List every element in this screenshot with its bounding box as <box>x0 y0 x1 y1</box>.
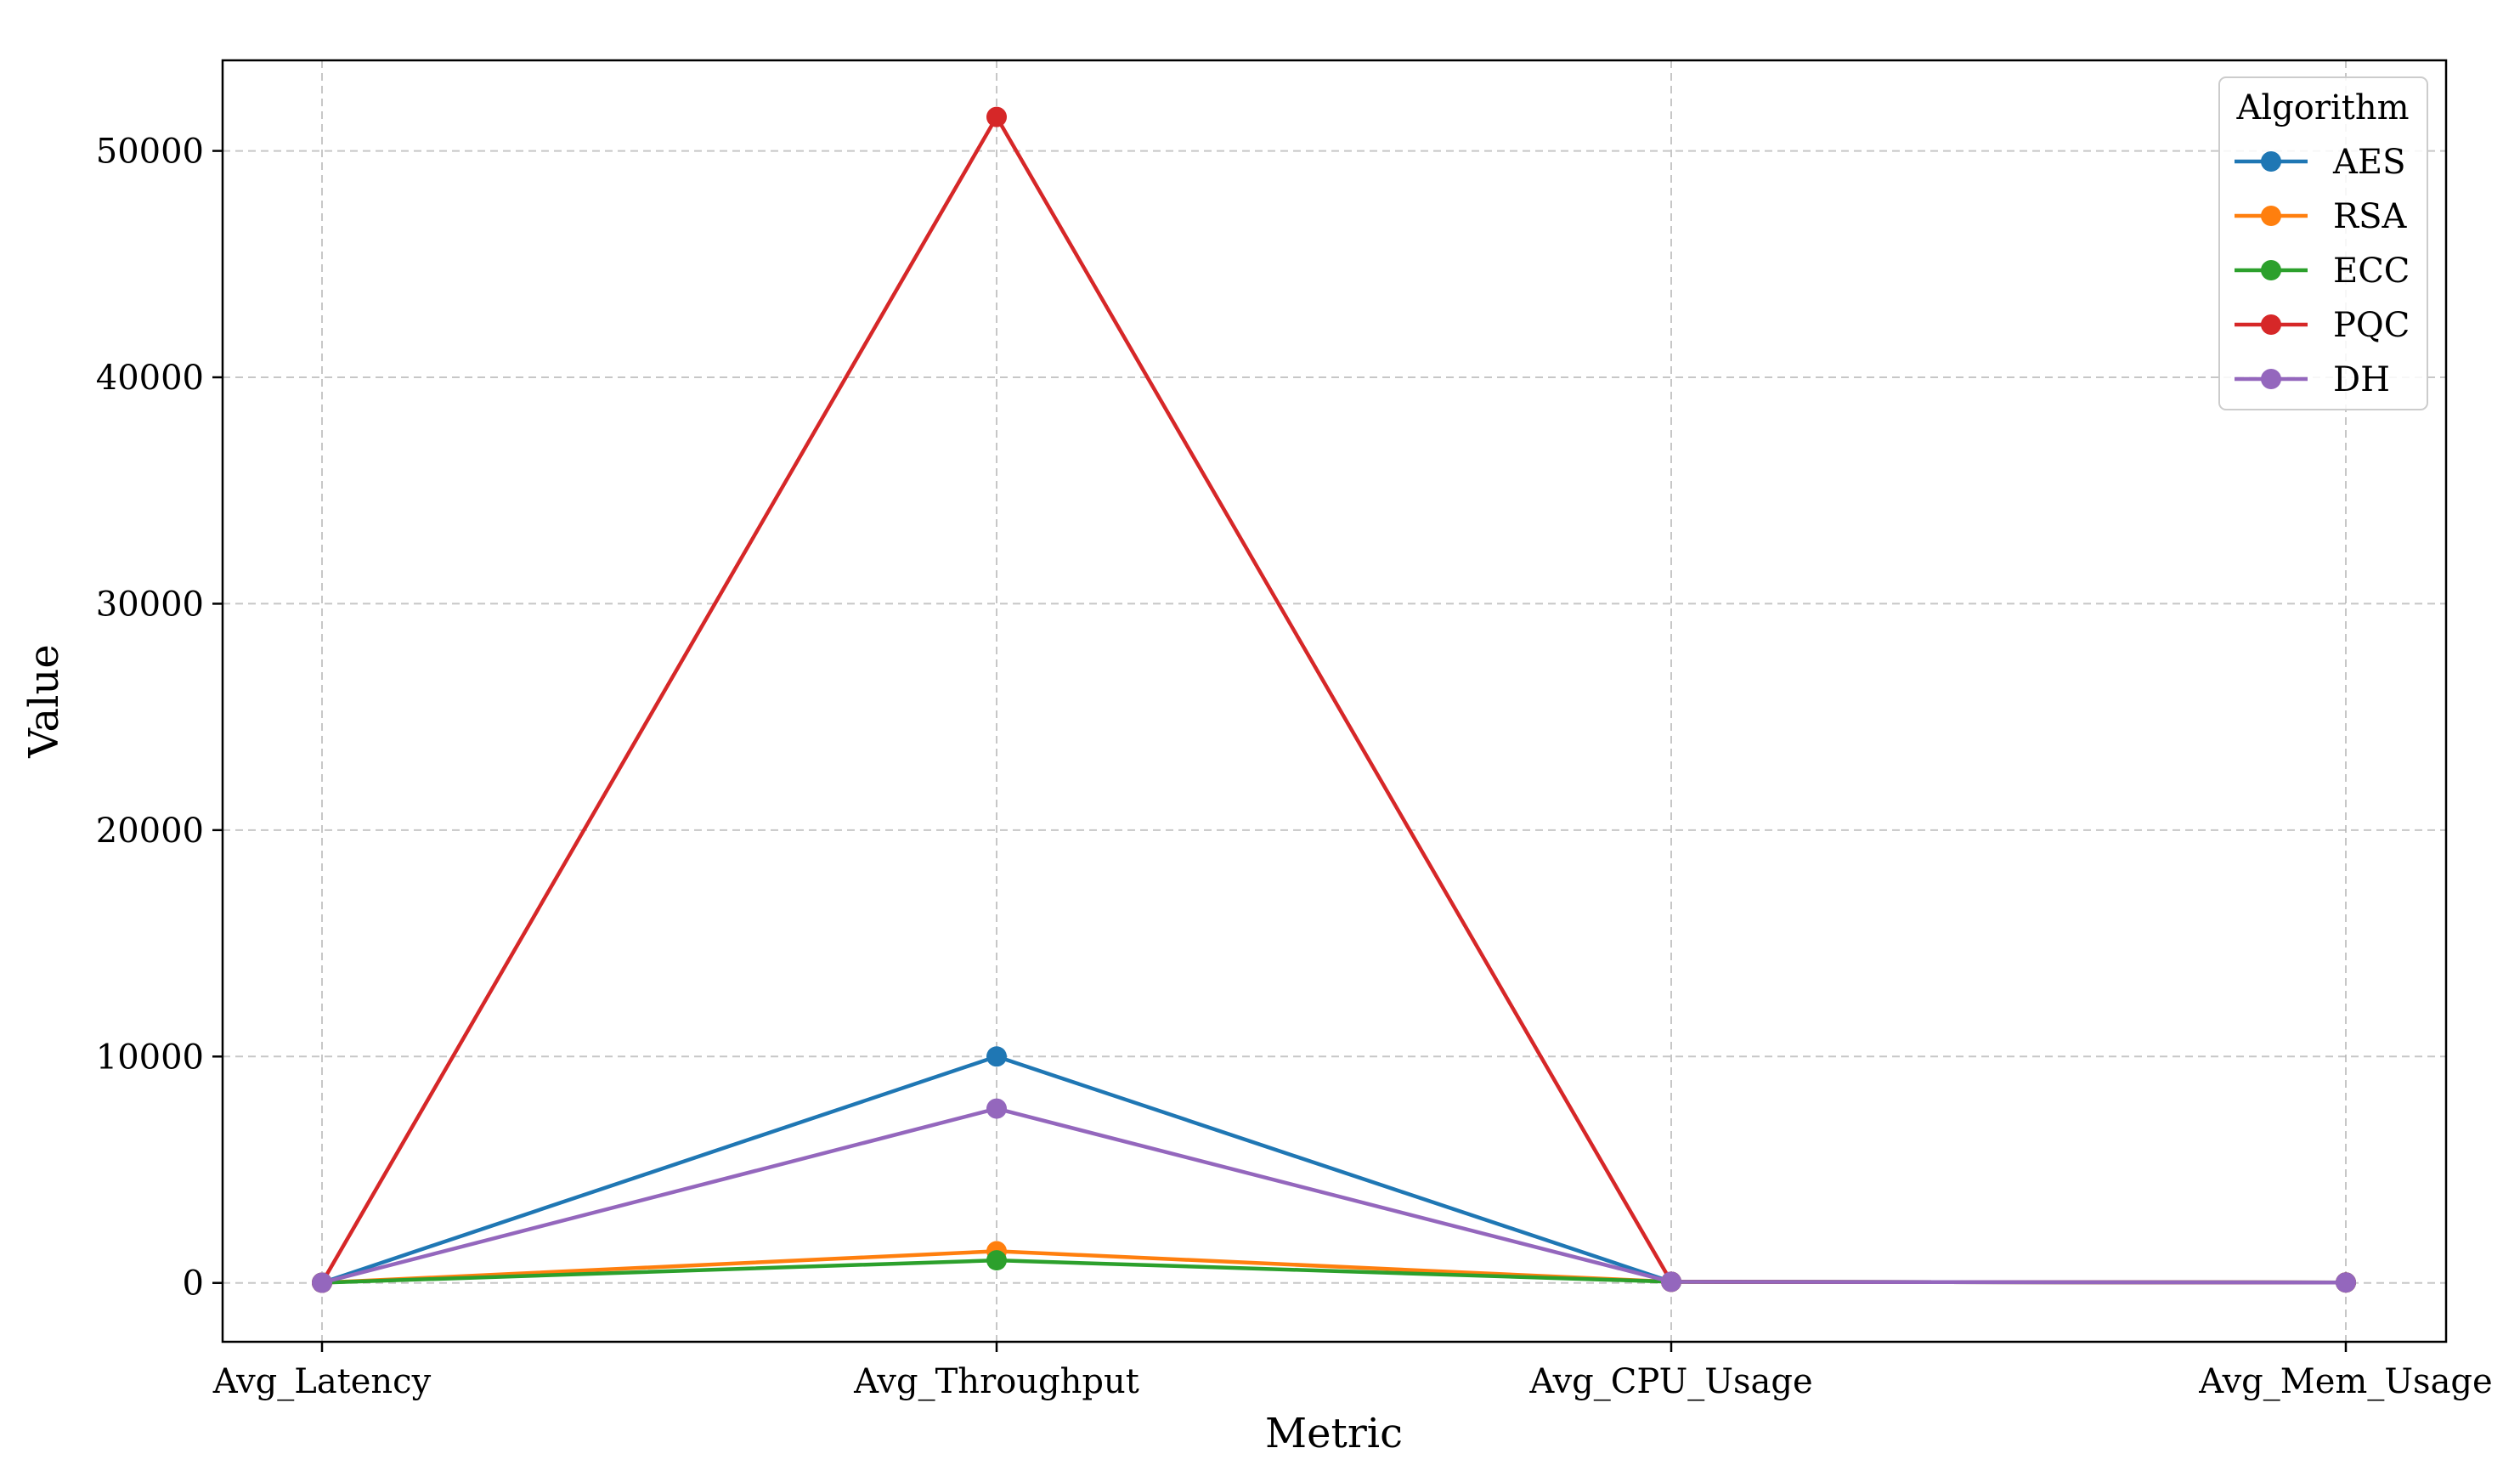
series-aes <box>312 1046 2356 1293</box>
y-tick-label: 10000 <box>96 1038 204 1077</box>
legend-title: Algorithm <box>2235 88 2409 127</box>
series-line-ecc <box>319 1258 2348 1285</box>
data-point-dh <box>312 1272 332 1293</box>
x-tick-label: Avg_Mem_Usage <box>2198 1362 2492 1401</box>
series-line-rsa <box>319 1249 2348 1285</box>
x-tick-label: Avg_Latency <box>212 1362 432 1401</box>
legend-swatch-marker <box>2261 206 2281 226</box>
data-point-dh <box>2336 1272 2356 1293</box>
data-point-dh <box>986 1098 1007 1119</box>
legend-label: ECC <box>2333 252 2410 291</box>
legend-item-dh: DH <box>2235 360 2390 399</box>
legend-label: DH <box>2333 360 2390 399</box>
legend-item-ecc: ECC <box>2235 252 2410 291</box>
series-ecc <box>312 1250 2356 1293</box>
legend-swatch-marker <box>2261 369 2281 389</box>
legend-swatch-marker <box>2261 260 2281 280</box>
y-tick-label: 20000 <box>96 812 204 851</box>
legend: Algorithm AES RSA ECC PQC DH <box>2218 76 2428 410</box>
x-axis-label: Metric <box>1265 1410 1403 1457</box>
series-line-aes <box>319 1055 2348 1285</box>
legend-items: AES RSA ECC PQC DH <box>2235 143 2410 399</box>
legend-label: AES <box>2332 143 2406 182</box>
legend-item-pqc: PQC <box>2235 306 2410 345</box>
x-tick-label: Avg_CPU_Usage <box>1528 1362 1812 1401</box>
data-point-aes <box>986 1046 1007 1067</box>
data-point-dh <box>1661 1271 1681 1293</box>
legend-label: RSA <box>2333 197 2408 236</box>
legend-item-aes: AES <box>2235 143 2406 182</box>
series-line-pqc <box>319 115 2348 1285</box>
legend-item-rsa: RSA <box>2235 197 2408 236</box>
y-tick-label: 30000 <box>96 585 204 624</box>
y-axis-label: Value <box>20 644 68 759</box>
legend-swatch-marker <box>2261 151 2281 172</box>
series-dh <box>312 1098 2356 1293</box>
series-rsa <box>312 1241 2356 1293</box>
y-tick-label: 0 <box>183 1264 204 1304</box>
y-tick-label: 50000 <box>96 133 204 172</box>
legend-swatch-marker <box>2261 314 2281 335</box>
ticks-layer: Avg_Latency Avg_Throughput Avg_CPU_Usage Av… <box>96 133 2493 1401</box>
x-tick-label: Avg_Throughput <box>853 1362 1139 1401</box>
plot-frame <box>221 59 2448 1343</box>
series-pqc <box>312 106 2356 1293</box>
y-tick-label: 40000 <box>96 359 204 398</box>
legend-label: PQC <box>2333 306 2410 345</box>
series-line-dh <box>319 1106 2348 1285</box>
series-layer <box>312 106 2356 1293</box>
data-point-ecc <box>986 1250 1007 1271</box>
data-point-pqc <box>986 106 1007 127</box>
